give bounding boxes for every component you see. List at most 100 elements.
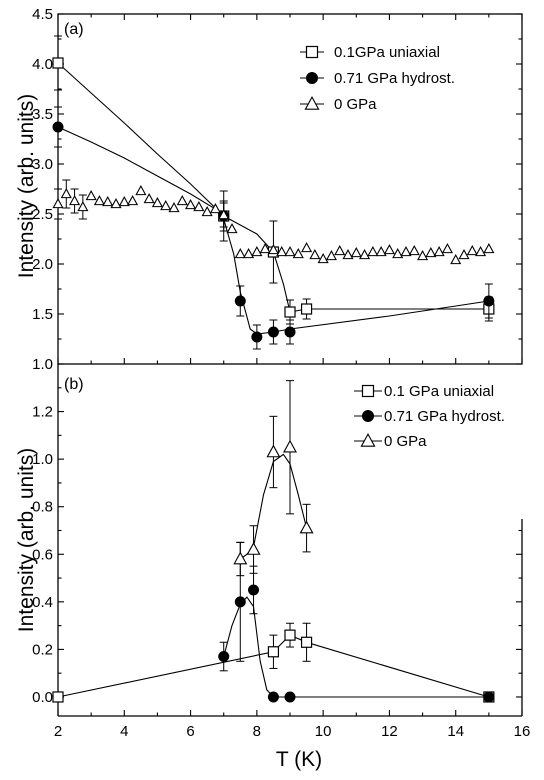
x-axis-title: T (K) — [276, 748, 322, 771]
panel-b-y-tick-label: 1.2 — [32, 404, 53, 421]
panel-a-series-2-triangle-marker — [334, 245, 346, 256]
panel-a-series-2-triangle-marker — [176, 195, 188, 206]
panel-a-series-2-triangle-marker — [317, 253, 329, 264]
panel-b-y-tick-label: 0.2 — [32, 641, 53, 658]
panel-b-y-tick-label: 0.4 — [32, 594, 53, 611]
panel-a-series-2-triangle-marker — [408, 245, 420, 256]
panel-a-series-2-triangle-marker — [350, 247, 362, 258]
panel-a-series-1-circle-marker — [284, 326, 296, 338]
panel-a-series-2-triangle-marker — [201, 206, 213, 217]
panel-b-series-1-circle-marker — [234, 596, 246, 608]
panel-a-series-2-triangle-marker — [85, 190, 97, 201]
panel-b-y-axis-title: Intensity (arb. units) — [15, 448, 38, 632]
panel-a-series-2-triangle-marker — [441, 243, 453, 254]
panel-b-x-tick-label: 8 — [253, 723, 261, 740]
panel-b-legend-label-2: 0 GPa — [384, 433, 427, 450]
panel-b-series-2-triangle-marker — [299, 520, 314, 534]
panel-a-legend-0-square-marker — [305, 45, 319, 59]
panel-a-series-1-circle-marker — [234, 295, 246, 307]
panel-a-y-tick-label: 3.0 — [32, 156, 53, 173]
panel-b-series-2-triangle-marker — [246, 542, 261, 555]
panel-a-series-2-triangle-marker — [234, 248, 246, 259]
panel-a-series-2-triangle-marker — [450, 254, 462, 265]
panel-a-series-1-circle-marker — [52, 121, 64, 133]
panel-b-series-1-circle-marker — [284, 691, 296, 703]
panel-a-series-2-triangle-marker — [466, 245, 478, 256]
panel-b-legend-2-triangle-marker — [360, 432, 376, 447]
panel-a-y-axis-title: Intensity (arb. units) — [15, 94, 38, 278]
panel-a-series-2-triangle-marker — [342, 249, 354, 260]
panel-a-series-1-line — [57, 126, 489, 335]
panel-a-series-1-circle-marker — [483, 295, 495, 307]
panel-a-series-2-triangle-marker — [276, 246, 288, 257]
panel-b-series-0-square-marker — [284, 629, 296, 641]
panel-b-series-2-triangle-marker — [233, 551, 248, 565]
panel-a-series-2-triangle-marker — [301, 242, 313, 253]
panel-a-series-2-triangle-marker — [168, 202, 180, 213]
panel-a-series-1-circle-marker — [267, 326, 279, 338]
panel-a-series-2-triangle-marker — [127, 195, 139, 206]
panel-b-x-tick-label: 2 — [54, 723, 62, 740]
panel-a-series-2-triangle-marker — [185, 199, 197, 210]
panel-a-series-2-triangle-marker — [400, 246, 412, 257]
panel-a-series-2-triangle-marker — [77, 201, 89, 212]
panel-a-series-0-square-marker — [284, 306, 296, 318]
panel-a-series-2-triangle-marker — [383, 244, 395, 255]
panel-a-label: (a) — [64, 21, 84, 38]
panel-a-series-2-triangle-marker — [417, 250, 429, 261]
panel-b-series-1-circle-marker — [248, 584, 260, 596]
panel-a-y-tick-label: 2.5 — [32, 206, 53, 223]
panel-a-series-2-triangle-marker — [483, 243, 495, 254]
panel-b: (b) Intensity (arb. units) T (K) 2 4 6 8 10 1… — [15, 363, 530, 771]
panel-a-series-2-triangle-marker — [259, 243, 271, 254]
panel-a-series-2-triangle-marker — [292, 248, 304, 259]
panel-b-label: (b) — [64, 376, 84, 393]
panel-b-x-tick-label: 14 — [447, 723, 464, 740]
panel-a-series-2-triangle-marker — [118, 196, 130, 207]
panel-a-series-2-triangle-marker — [226, 223, 238, 234]
panel-a-series-2-triangle-marker — [359, 249, 371, 260]
panel-a-series-1-circle-marker — [251, 331, 263, 343]
panel-a-y-tick-label: 2.0 — [32, 256, 53, 273]
panel-a-legend-label-1: 0.71 GPa hydrost. — [334, 70, 455, 87]
panel-b-y-tick-label: 0.0 — [32, 689, 53, 706]
panel-b-series-2-triangle-marker — [283, 439, 297, 453]
panel-a-series-0-square-marker — [52, 57, 64, 69]
panel-a-series-2-triangle-marker — [243, 248, 255, 259]
panel-a-series-2-triangle-marker — [458, 249, 470, 260]
panel-a-series-2-triangle-marker — [135, 185, 147, 196]
panel-a-series-2-triangle-marker — [52, 198, 64, 209]
panel-a-series-2-triangle-marker — [151, 197, 163, 208]
panel-b-series-1-circle-marker — [483, 691, 495, 703]
panel-a-series-2-triangle-marker — [325, 250, 337, 261]
panel-a-series-0-square-marker — [300, 303, 313, 315]
panel-b-x-tick-label: 6 — [186, 723, 194, 740]
panel-a-legend-1-circle-marker — [306, 72, 318, 84]
panel-a-series-2-triangle-marker — [367, 246, 379, 257]
panel-a-series-2-triangle-marker — [143, 193, 155, 204]
panel-a-series-2-triangle-marker — [209, 203, 221, 214]
panel-a-series-2-triangle-marker — [433, 246, 445, 257]
panel-a-legend-label-0: 0.1GPa uniaxial — [334, 44, 440, 61]
panel-a-y-tick-label: 1.0 — [32, 356, 53, 373]
panel-a-y-tick-label: 4.5 — [32, 6, 53, 23]
panel-a-series-2-triangle-marker — [267, 244, 279, 255]
panel-b-series-1-circle-marker — [218, 651, 230, 663]
panel-a-series-2-triangle-marker — [93, 195, 105, 206]
panel-b-x-tick-label: 12 — [381, 723, 398, 740]
panel-b-series-0-square-marker — [300, 636, 313, 648]
panel-a-series-2-triangle-marker — [102, 196, 114, 207]
panel-b-series-1-line — [223, 596, 489, 698]
panel-b-x-tick-label: 4 — [120, 723, 128, 740]
panel-b-series-0-square-marker — [267, 646, 280, 658]
panel-b-y-tick-label: 0.6 — [32, 546, 53, 563]
panel-b-legend-label-1: 0.71 GPa hydrost. — [384, 408, 505, 425]
panel-a-series-2-triangle-marker — [251, 246, 263, 257]
panel-b-y-tick-label: 1.0 — [32, 451, 53, 468]
panel-a-legend-label-2: 0 GPa — [334, 96, 377, 113]
panel-a-y-tick-label: 1.5 — [32, 306, 53, 323]
panel-a-series-2-triangle-marker — [69, 195, 81, 206]
panel-b-series-0-square-marker — [52, 691, 64, 703]
panel-a-series-2-triangle-marker — [375, 246, 387, 257]
